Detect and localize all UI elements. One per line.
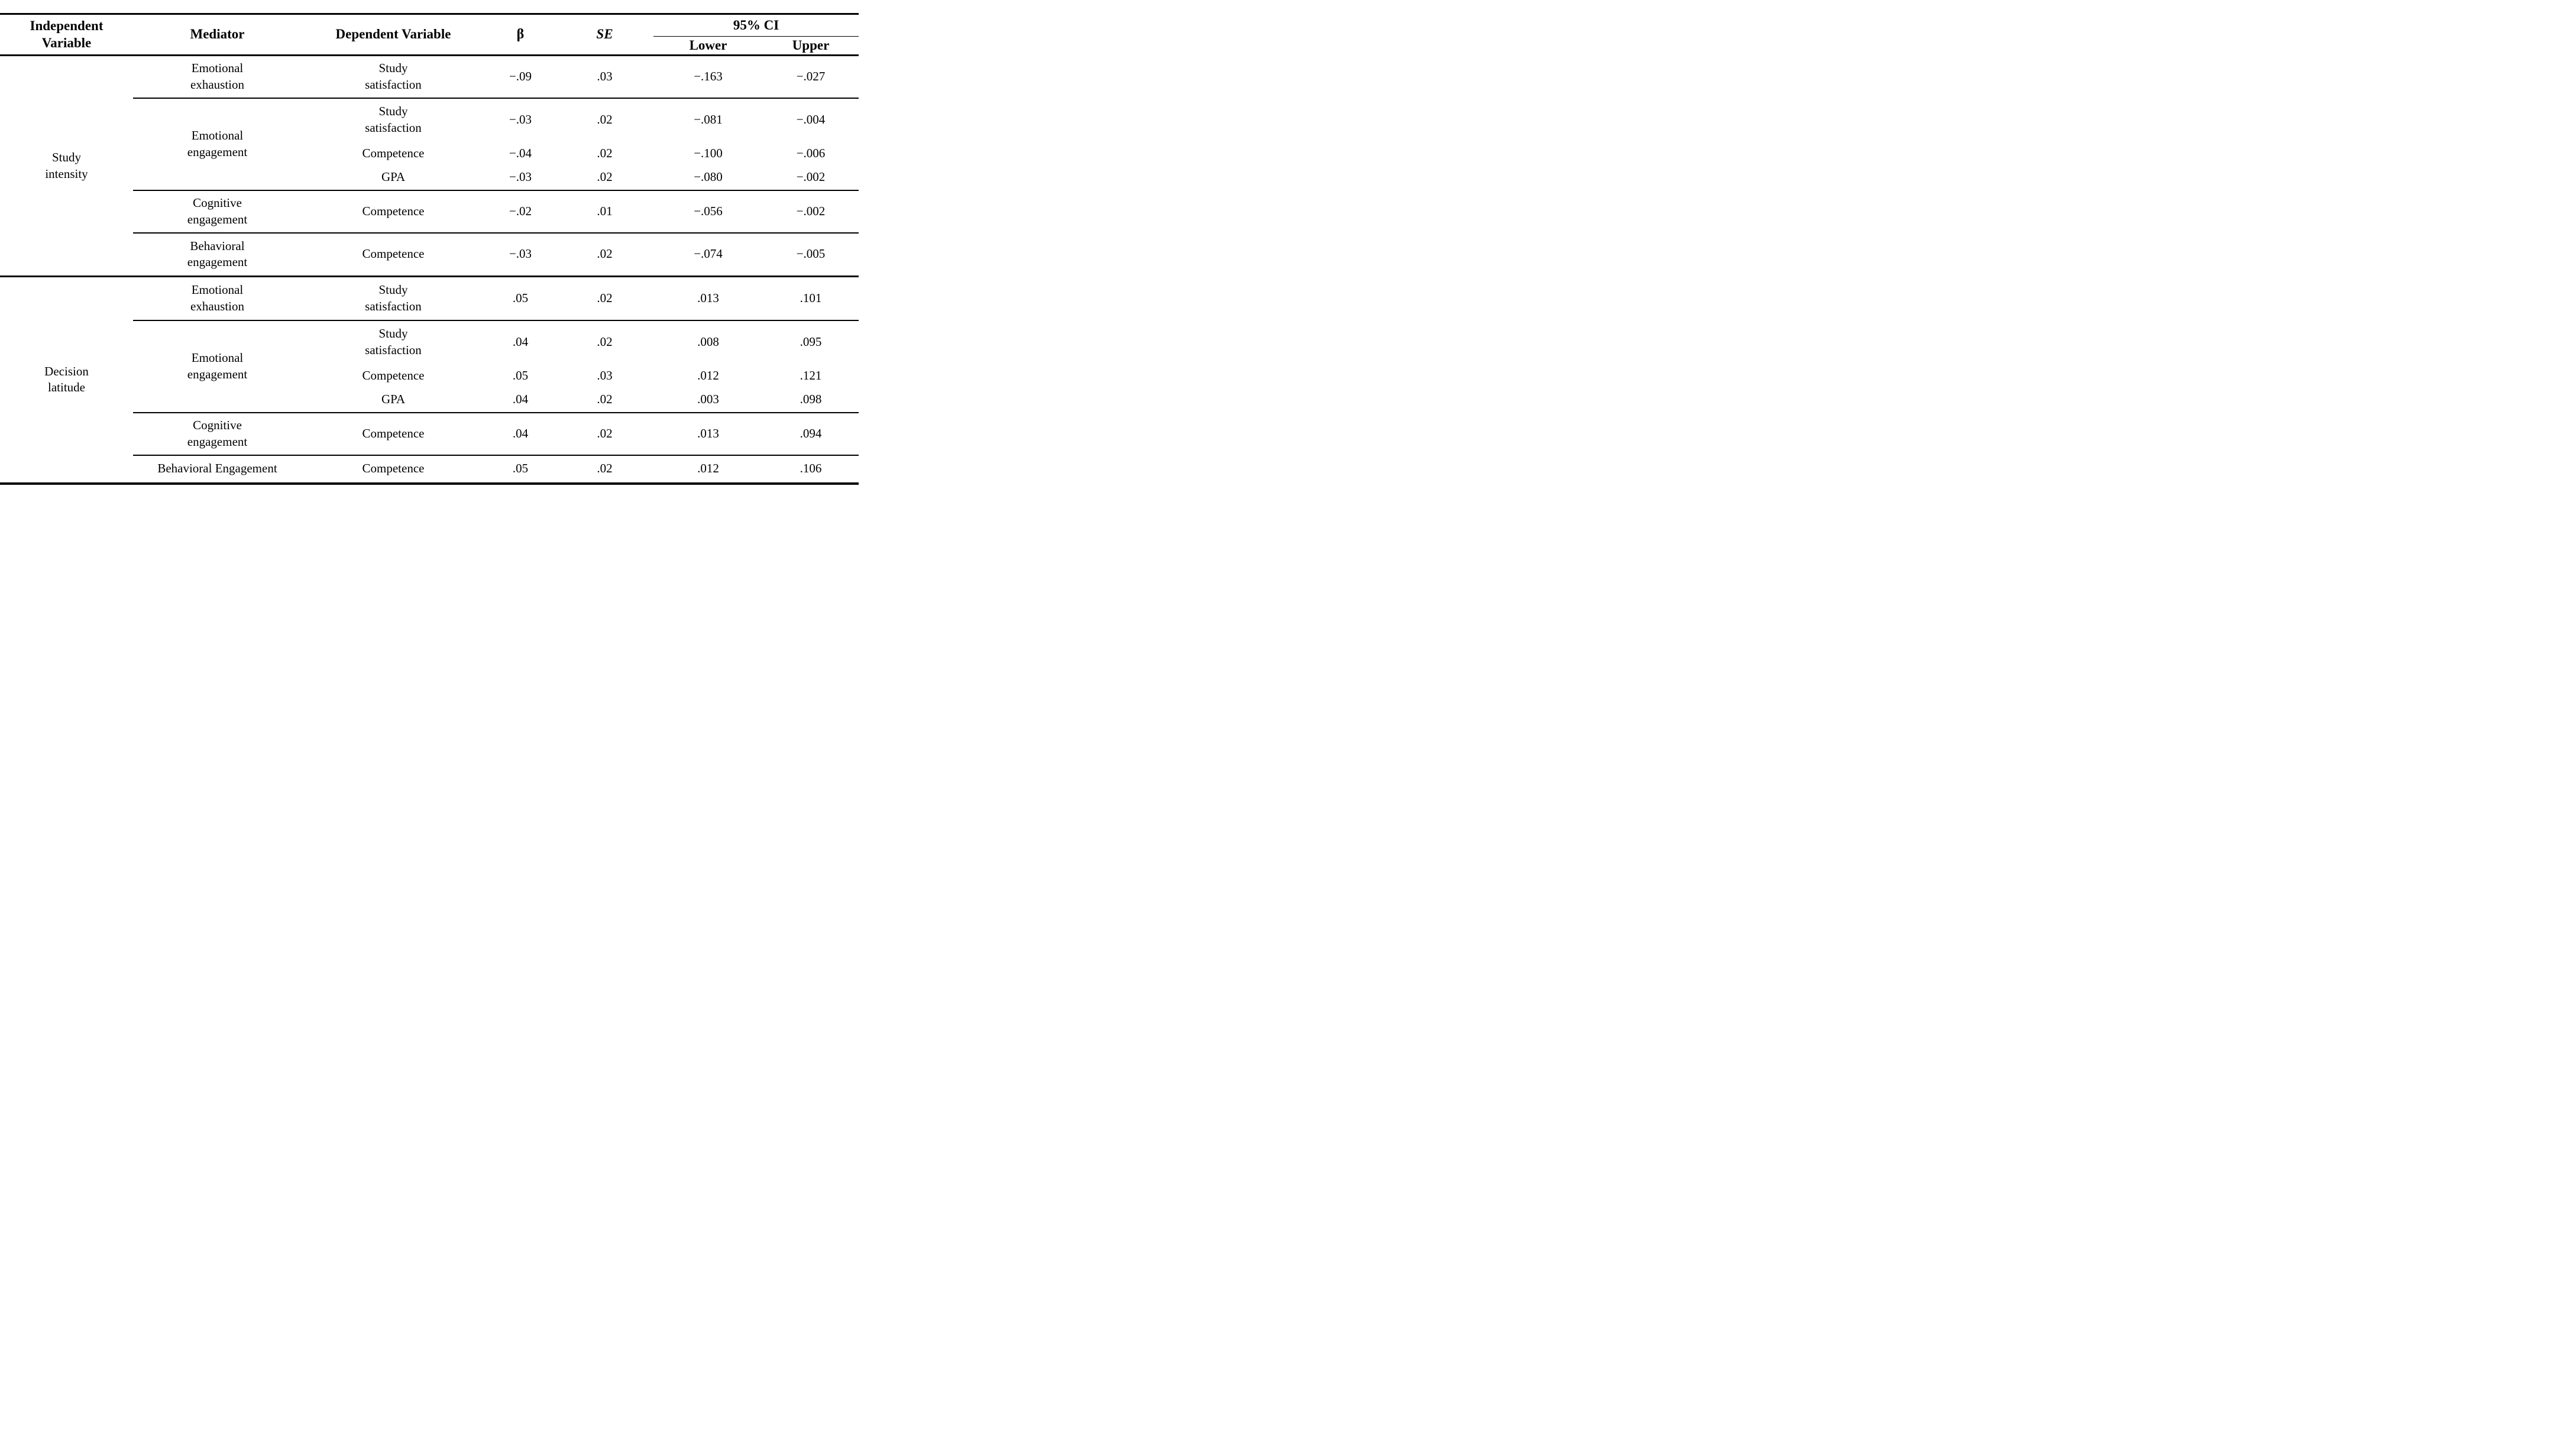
table-row: Cognitive engagement Competence −.02 .01…	[0, 190, 859, 234]
table-row: Behavioral engagement Competence −.03 .0…	[0, 232, 859, 277]
cell-dependent-variable: Competence	[362, 145, 425, 160]
cell-dependent-variable: Study satisfaction	[302, 276, 485, 321]
table-row: Emotional engagement Study satisfaction …	[0, 98, 859, 191]
cell-se: .02	[597, 112, 613, 127]
cell-se: .02	[597, 145, 613, 160]
cell-mediator: Emotional engagement	[133, 98, 302, 191]
cell-dependent-variable: Study satisfaction	[365, 326, 422, 357]
table-row: Competence .05 .03 .012 .121	[0, 364, 859, 388]
cell-dependent-variable: Competence	[302, 412, 485, 456]
header-row-1: Independent Variable Mediator Dependent …	[0, 14, 859, 56]
cell-ci-lower: .012	[697, 461, 719, 476]
cell-dependent-variable: GPA	[302, 165, 485, 191]
header-beta: β	[485, 14, 556, 56]
mediation-results-table: Independent Variable Mediator Dependent …	[0, 13, 859, 485]
cell-dependent-variable: Study satisfaction	[302, 55, 485, 99]
cell-dependent-variable: GPA	[302, 387, 485, 413]
cell-beta: .04	[512, 335, 529, 349]
cell-independent-variable: Study intensity	[0, 55, 133, 277]
cell-ci-lower: −.074	[653, 232, 763, 277]
cell-mediator: Cognitive engagement	[133, 190, 302, 234]
cell-beta: .04	[485, 412, 556, 456]
cell-ci-upper: −.005	[763, 232, 859, 277]
cell-ci-lower: .008	[697, 335, 719, 349]
cell-ci-lower: −.100	[694, 145, 723, 160]
cell-ci-lower: −.080	[653, 165, 763, 191]
cell-se: .02	[556, 165, 653, 191]
cell-ci-upper: −.004	[796, 112, 826, 127]
header-row-2: Lower Upper	[0, 36, 859, 56]
cell-se: .01	[556, 190, 653, 234]
cell-beta: −.09	[485, 55, 556, 99]
cell-ci-upper: −.002	[763, 165, 859, 191]
table-row: Emotional engagement Study satisfaction …	[0, 320, 859, 413]
cell-se: .02	[556, 232, 653, 277]
cell-se: .02	[597, 461, 613, 476]
cell-independent-variable: Decision latitude	[44, 364, 89, 395]
cell-se: .03	[597, 368, 613, 383]
header-ci-lower: Lower	[653, 36, 763, 56]
cell-mediator: Cognitive engagement	[133, 412, 302, 456]
cell-beta: .05	[512, 461, 529, 476]
cell-se: .03	[556, 55, 653, 99]
cell-ci-upper: .095	[800, 335, 822, 349]
cell-ci-lower: .012	[697, 368, 719, 383]
cell-mediator: Emotional exhaustion	[133, 55, 302, 99]
table-row: Study intensity Emotional exhaustion Stu…	[0, 55, 859, 277]
cell-ci-upper: −.006	[796, 145, 826, 160]
cell-beta: −.03	[485, 165, 556, 191]
table-row: GPA .04 .02 .003 .098	[0, 387, 859, 413]
cell-beta: −.03	[509, 112, 532, 127]
cell-ci-upper: −.002	[763, 190, 859, 234]
cell-ci-upper: .101	[763, 276, 859, 321]
table-row: Decision latitude Emotional exhaustion S…	[0, 276, 859, 394]
cell-beta: −.04	[509, 145, 532, 160]
cell-ci-lower: .013	[653, 412, 763, 456]
table-row: Competence −.04 .02 −.100 −.006	[0, 142, 859, 166]
cell-ci-lower: −.081	[694, 112, 723, 127]
cell-ci-upper: .098	[763, 387, 859, 413]
cell-mediator: Behavioral Engagement	[157, 461, 277, 476]
cell-ci-lower: .003	[653, 387, 763, 413]
cell-ci-lower: .013	[653, 276, 763, 321]
table-row: GPA −.03 .02 −.080 −.002	[0, 165, 859, 191]
cell-dependent-variable: Competence	[362, 368, 425, 383]
cell-ci-lower: −.056	[653, 190, 763, 234]
cell-dependent-variable: Competence	[302, 190, 485, 234]
cell-dependent-variable: Competence	[302, 232, 485, 277]
cell-beta: −.02	[485, 190, 556, 234]
table-row: Behavioral Engagement Competence .05 .02…	[0, 455, 859, 484]
cell-ci-upper: .094	[763, 412, 859, 456]
cell-beta: .05	[485, 276, 556, 321]
table-row: Cognitive engagement Competence .04 .02 …	[0, 412, 859, 456]
page: Independent Variable Mediator Dependent …	[0, 0, 859, 485]
cell-dependent-variable: Competence	[362, 461, 425, 476]
header-se: SE	[556, 14, 653, 56]
cell-beta: .05	[512, 368, 529, 383]
cell-se: .02	[597, 335, 613, 349]
cell-se: .02	[556, 276, 653, 321]
cell-mediator: Behavioral engagement	[133, 232, 302, 277]
header-95-ci: 95% CI	[653, 14, 859, 37]
cell-mediator: Emotional exhaustion	[133, 276, 302, 321]
header-ci-upper: Upper	[763, 36, 859, 56]
cell-ci-lower: −.163	[653, 55, 763, 99]
header-independent-variable: Independent Variable	[0, 14, 133, 56]
header-mediator: Mediator	[133, 14, 302, 56]
cell-se: .02	[556, 387, 653, 413]
cell-ci-upper: .121	[800, 368, 822, 383]
cell-beta: −.03	[485, 232, 556, 277]
cell-mediator: Emotional engagement	[133, 320, 302, 413]
header-dependent-variable: Dependent Variable	[302, 14, 485, 56]
cell-ci-upper: −.027	[763, 55, 859, 99]
cell-dependent-variable: Study satisfaction	[365, 104, 422, 135]
cell-ci-upper: .106	[800, 461, 822, 476]
cell-beta: .04	[485, 387, 556, 413]
cell-se: .02	[556, 412, 653, 456]
